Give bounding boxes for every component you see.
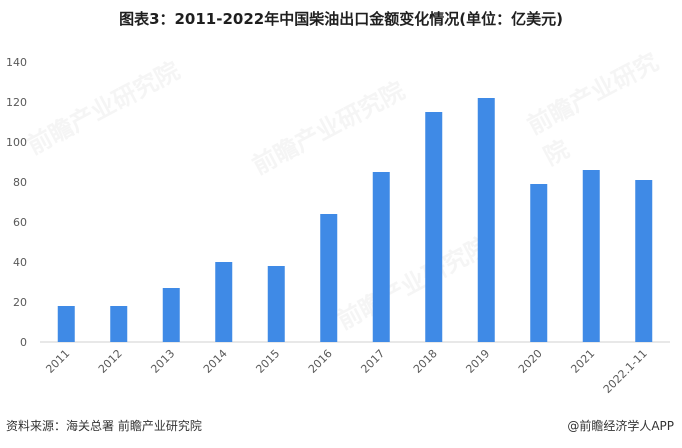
x-tick-label: 2020 — [516, 347, 545, 376]
bar — [110, 306, 128, 342]
x-tick-label: 2013 — [148, 347, 177, 376]
y-tick-label: 0 — [20, 336, 27, 349]
y-tick-label: 80 — [13, 176, 27, 189]
x-tick-label: 2014 — [201, 347, 230, 376]
bar — [425, 112, 443, 342]
bar — [267, 266, 285, 342]
bar — [477, 98, 495, 342]
bar — [215, 262, 233, 342]
y-tick-label: 120 — [6, 96, 27, 109]
y-tick-label: 40 — [13, 256, 27, 269]
bar — [320, 214, 338, 342]
bar — [372, 172, 390, 342]
x-tick-label: 2017 — [358, 347, 387, 376]
x-tick-label: 2016 — [306, 347, 335, 376]
bar — [530, 184, 548, 342]
x-tick-label: 2021 — [568, 347, 597, 376]
bar — [582, 170, 600, 342]
x-tick-label: 2022.1-11 — [601, 347, 650, 396]
brand-label: @前瞻经济学人APP — [567, 419, 674, 433]
x-tick-label: 2015 — [253, 347, 282, 376]
x-tick-label: 2011 — [43, 347, 72, 376]
bar — [57, 306, 75, 342]
x-tick-label: 2019 — [463, 347, 492, 376]
y-tick-label: 20 — [13, 296, 27, 309]
source-note: 资料来源：海关总署 前瞻产业研究院 — [6, 419, 202, 433]
chart-title: 图表3：2011-2022年中国柴油出口金额变化情况(单位：亿美元) — [119, 10, 563, 28]
y-tick-label: 60 — [13, 216, 27, 229]
y-tick-label: 100 — [6, 136, 27, 149]
bar — [162, 288, 180, 342]
y-tick-label: 140 — [6, 56, 27, 69]
x-tick-label: 2018 — [411, 347, 440, 376]
x-tick-label: 2012 — [96, 347, 125, 376]
bar — [635, 180, 653, 342]
